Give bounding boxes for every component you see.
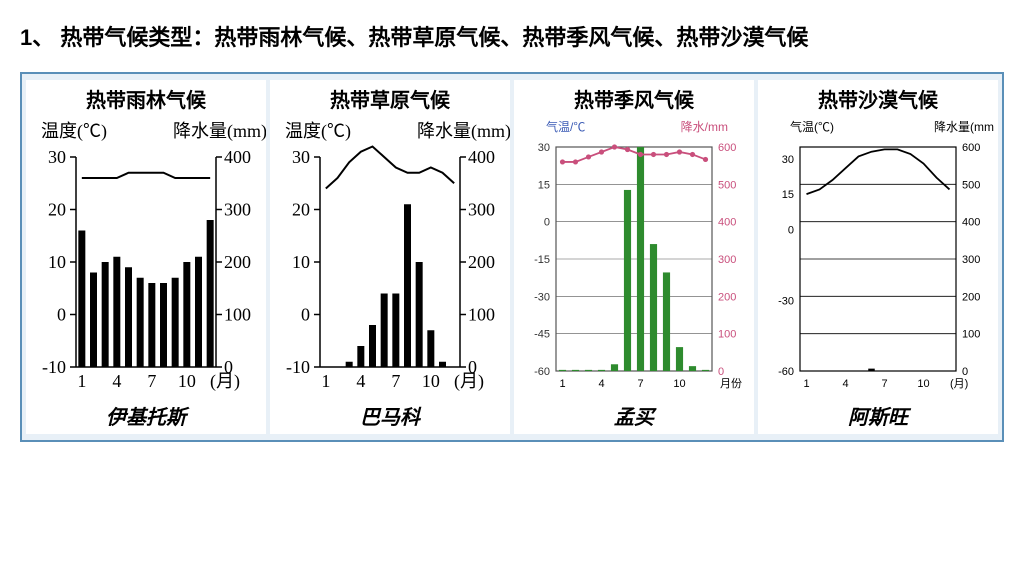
chart-panel-savanna: 热带草原气候 温度(℃)降水量(mm)-10010203001002003004… [270,80,510,434]
svg-text:(月): (月) [210,371,240,392]
svg-text:400: 400 [468,147,495,167]
city-label: 巴马科 [360,397,420,434]
svg-text:10: 10 [422,371,440,391]
svg-text:400: 400 [962,217,980,229]
svg-text:气温(℃): 气温(℃) [790,119,834,134]
svg-text:30: 30 [782,154,794,166]
svg-text:600: 600 [718,142,736,154]
svg-text:降水量(mm): 降水量(mm) [417,121,510,142]
svg-text:4: 4 [112,371,121,391]
svg-text:温度(℃): 温度(℃) [285,121,351,142]
chart-title: 热带季风气候 [574,80,694,117]
svg-text:1: 1 [559,378,565,390]
svg-text:4: 4 [598,378,604,390]
svg-text:300: 300 [962,254,980,266]
svg-text:400: 400 [718,217,736,229]
city-label: 孟买 [614,397,654,434]
svg-text:-60: -60 [778,366,794,378]
chart-title: 热带雨林气候 [86,80,206,117]
svg-text:-30: -30 [778,295,794,307]
climograph: 气温/℃降水/mm-60-45-30-150153001002003004005… [514,117,754,397]
svg-text:30: 30 [292,147,310,167]
svg-text:0: 0 [718,366,724,378]
svg-text:月份: 月份 [720,377,742,390]
svg-text:7: 7 [637,378,643,390]
svg-text:降水/mm: 降水/mm [681,120,728,134]
svg-text:7: 7 [391,371,400,391]
chart-title: 热带草原气候 [330,80,450,117]
svg-text:1: 1 [321,371,330,391]
svg-text:500: 500 [962,179,980,191]
svg-text:4: 4 [842,378,848,390]
svg-text:10: 10 [917,378,929,390]
svg-text:10: 10 [673,378,685,390]
svg-text:(月): (月) [454,371,484,392]
svg-text:1: 1 [77,371,86,391]
svg-text:-45: -45 [534,329,550,341]
svg-text:500: 500 [718,179,736,191]
svg-text:10: 10 [48,252,66,272]
svg-text:0: 0 [962,366,968,378]
climograph: 温度(℃)降水量(mm)-100102030010020030040014710… [270,117,510,397]
svg-text:1: 1 [803,378,809,390]
svg-text:300: 300 [718,254,736,266]
climograph: 温度(℃)降水量(mm)-100102030010020030040014710… [26,117,266,397]
climograph: 气温(℃)降水量(mm-60-3001530010020030040050060… [758,117,998,397]
svg-text:100: 100 [718,329,736,341]
svg-text:10: 10 [292,252,310,272]
svg-text:200: 200 [224,252,251,272]
svg-text:温度(℃): 温度(℃) [41,121,107,142]
svg-text:100: 100 [224,305,251,325]
svg-text:7: 7 [881,378,887,390]
charts-container: 热带雨林气候 温度(℃)降水量(mm)-10010203001002003004… [20,72,1004,442]
svg-text:4: 4 [356,371,365,391]
svg-text:20: 20 [48,200,66,220]
svg-text:15: 15 [538,179,550,191]
svg-text:-15: -15 [534,254,550,266]
svg-text:300: 300 [224,200,251,220]
svg-text:-10: -10 [42,357,66,377]
svg-text:气温/℃: 气温/℃ [546,119,585,134]
svg-text:100: 100 [962,329,980,341]
city-label: 阿斯旺 [848,397,908,434]
svg-text:30: 30 [48,147,66,167]
svg-text:300: 300 [468,200,495,220]
svg-text:30: 30 [538,142,550,154]
chart-panel-monsoon: 热带季风气候 气温/℃降水/mm-60-45-30-15015300100200… [514,80,754,434]
svg-text:400: 400 [224,147,251,167]
chart-panel-rainforest: 热带雨林气候 温度(℃)降水量(mm)-10010203001002003004… [26,80,266,434]
chart-panel-desert: 热带沙漠气候 气温(℃)降水量(mm-60-300153001002003004… [758,80,998,434]
svg-text:-60: -60 [534,366,550,378]
svg-text:20: 20 [292,200,310,220]
city-label: 伊基托斯 [106,397,186,434]
svg-text:200: 200 [962,291,980,303]
chart-title: 热带沙漠气候 [818,80,938,117]
svg-text:200: 200 [718,291,736,303]
svg-text:-10: -10 [286,357,310,377]
svg-text:0: 0 [788,225,794,237]
svg-text:0: 0 [301,305,310,325]
svg-text:15: 15 [782,189,794,201]
svg-text:600: 600 [962,142,980,154]
svg-text:0: 0 [544,217,550,229]
svg-text:200: 200 [468,252,495,272]
svg-text:(月): (月) [950,378,968,390]
page-heading: 1、 热带气候类型：热带雨林气候、热带草原气候、热带季风气候、热带沙漠气候 [20,20,1004,52]
svg-text:-30: -30 [534,291,550,303]
svg-text:0: 0 [57,305,66,325]
svg-text:降水量(mm: 降水量(mm [934,120,994,134]
svg-text:10: 10 [178,371,196,391]
svg-text:100: 100 [468,305,495,325]
svg-text:7: 7 [147,371,156,391]
svg-text:降水量(mm): 降水量(mm) [173,121,266,142]
